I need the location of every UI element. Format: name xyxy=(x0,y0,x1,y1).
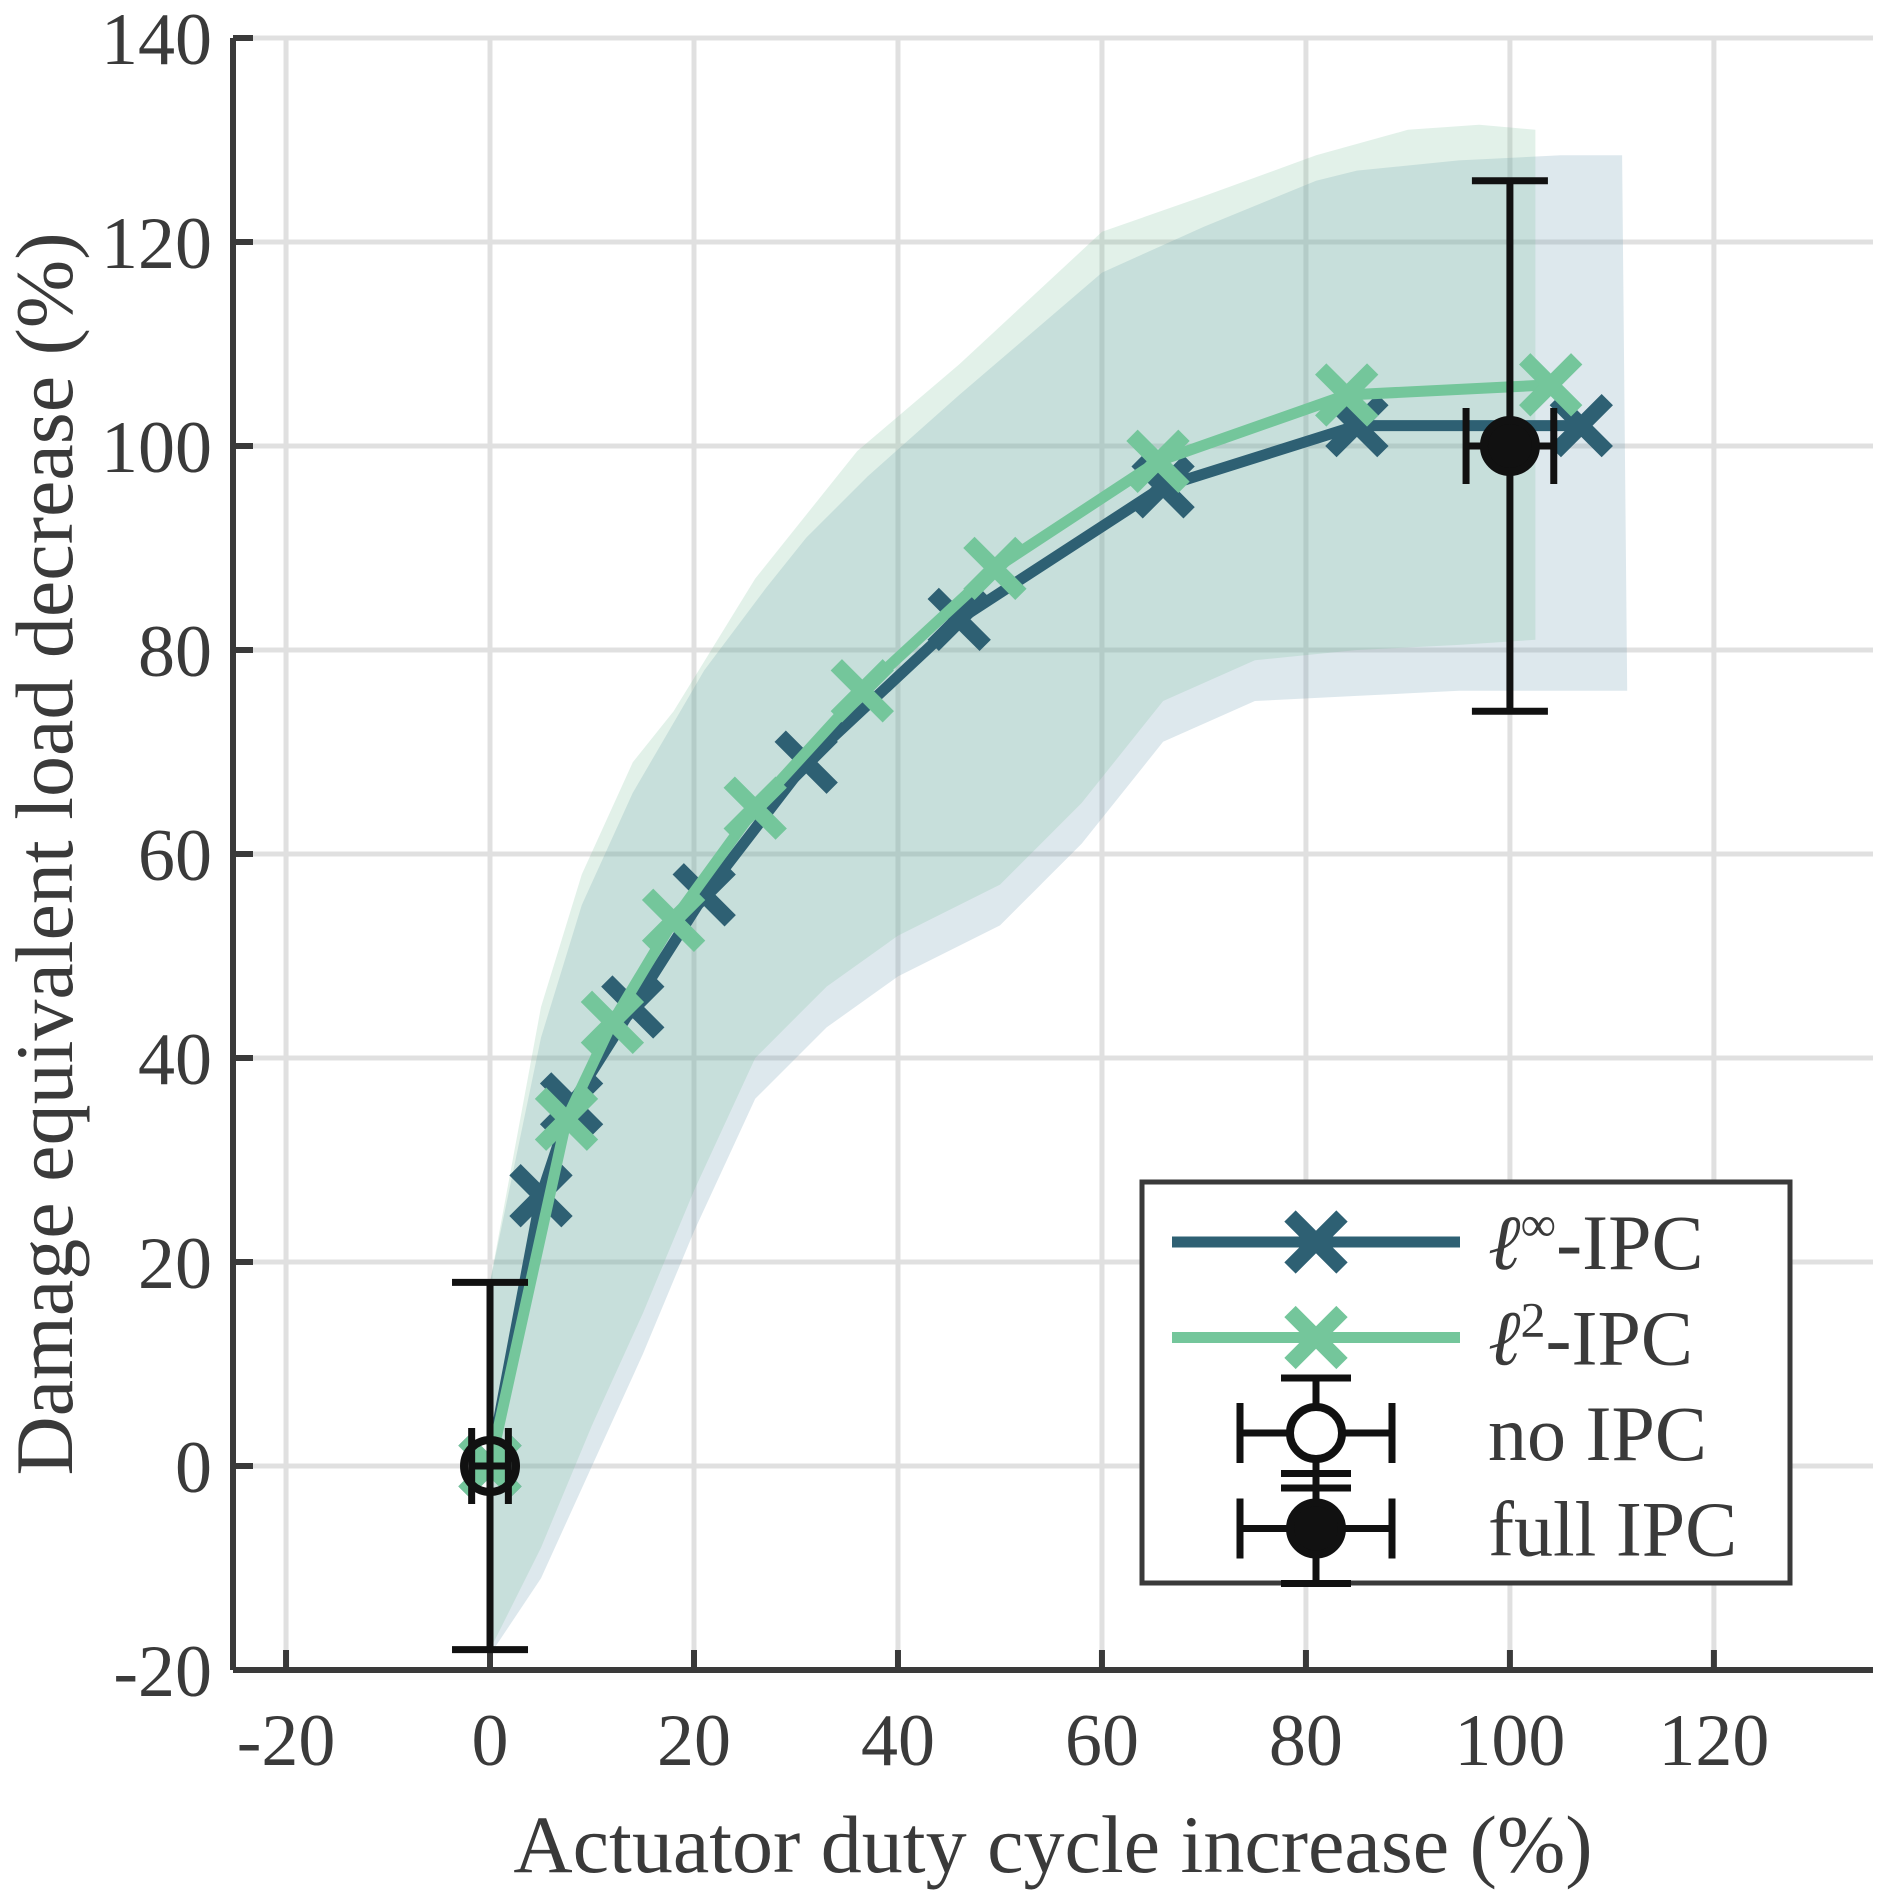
x-tick-label: 120 xyxy=(1658,1700,1769,1782)
filled-circle-marker xyxy=(1479,416,1540,476)
band-linf xyxy=(490,155,1628,1655)
x-tick-label: 0 xyxy=(472,1700,509,1782)
x-tick-label: -20 xyxy=(237,1700,336,1782)
legend-box xyxy=(1139,1179,1793,1586)
x-axis-label: Actuator duty cycle increase (%) xyxy=(513,1799,1592,1890)
legend-x-marker xyxy=(1284,1210,1348,1274)
y-tick-label: 120 xyxy=(101,203,212,285)
legend-entry: full IPC xyxy=(1236,1470,1737,1587)
legend-x-marker xyxy=(1284,1305,1348,1370)
x-marker xyxy=(830,659,894,723)
no-ipc-point xyxy=(452,1278,529,1654)
y-tick-label: 60 xyxy=(138,815,212,897)
full-ipc-point xyxy=(1462,177,1558,715)
legend-entry: ℓ2-IPC xyxy=(1172,1292,1693,1382)
x-marker xyxy=(927,587,991,652)
x-tick-label: 60 xyxy=(1065,1700,1139,1782)
x-marker xyxy=(963,536,1027,601)
x-tick-label: 100 xyxy=(1454,1700,1565,1782)
y-tick-label: 80 xyxy=(138,611,212,693)
x-marker xyxy=(1126,429,1190,493)
y-axis-label: Damage equivalent load decrease (%) xyxy=(0,232,90,1475)
y-tick-label: 20 xyxy=(138,1223,212,1305)
band-l2 xyxy=(490,124,1536,1650)
axis-labels: Actuator duty cycle increase (%) Damage e… xyxy=(0,232,1593,1890)
x-marker xyxy=(723,776,787,840)
open-circle-marker xyxy=(1286,1403,1346,1463)
tick-labels: -20 0 20 40 60 80 100 120 -20 0 20 40 60 80 100 120 140 xyxy=(101,0,1769,1782)
confidence-bands xyxy=(490,124,1628,1655)
y-tick-label: -20 xyxy=(113,1631,212,1713)
legend-label: ℓ2-IPC xyxy=(1488,1292,1693,1382)
legend-label: ℓ∞-IPC xyxy=(1488,1196,1704,1286)
axes xyxy=(230,35,1873,1673)
open-circle-marker xyxy=(460,1436,521,1496)
x-marker xyxy=(774,730,838,794)
x-tick-label: 80 xyxy=(1269,1700,1343,1782)
x-tick-label: 20 xyxy=(657,1700,731,1782)
y-tick-label: 100 xyxy=(101,407,212,489)
filled-circle-marker xyxy=(1286,1498,1346,1559)
y-tick-label: 140 xyxy=(101,0,212,81)
legend-label: no IPC xyxy=(1488,1390,1707,1477)
legend-label: full IPC xyxy=(1488,1486,1737,1573)
series-line xyxy=(484,379,1551,1468)
x-tick-label: 40 xyxy=(861,1700,935,1782)
x-marker xyxy=(1315,363,1379,427)
y-tick-label: 40 xyxy=(138,1019,212,1101)
x-marker xyxy=(534,1087,599,1151)
legend-errorbar-sample xyxy=(1236,1374,1396,1492)
x-marker xyxy=(1519,353,1583,417)
legend-entry: ℓ∞-IPC xyxy=(1172,1196,1704,1286)
x-marker xyxy=(641,888,706,952)
x-marker xyxy=(580,990,645,1054)
legend-errorbar-sample xyxy=(1236,1470,1396,1587)
error-points xyxy=(452,177,1558,1654)
legend-entry: no IPC xyxy=(1236,1374,1707,1492)
y-tick-label: 0 xyxy=(175,1427,212,1509)
